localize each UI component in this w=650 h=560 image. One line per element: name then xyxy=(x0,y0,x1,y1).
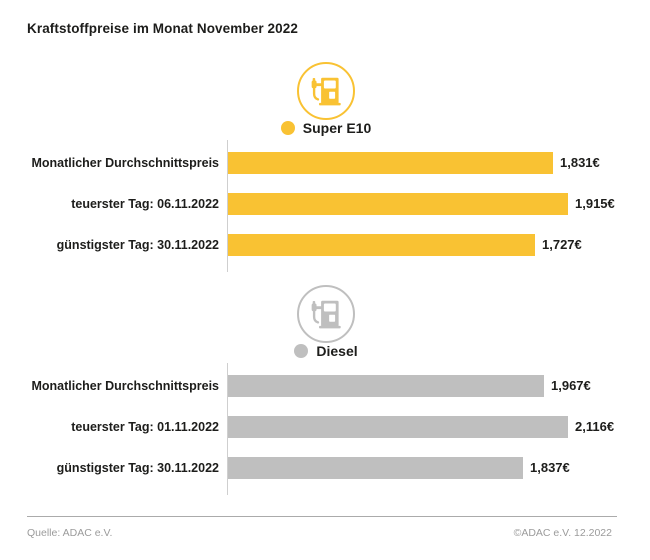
bar xyxy=(228,375,544,397)
legend-label: Super E10 xyxy=(302,120,372,136)
chart-row: teuerster Tag: 06.11.2022 1,915€ xyxy=(0,193,650,215)
value-label: 1,831€ xyxy=(560,155,600,170)
chart-row: teuerster Tag: 01.11.2022 2,116€ xyxy=(0,416,650,438)
fuel-pump-icon xyxy=(297,285,355,343)
page-title: Kraftstoffpreise im Monat November 2022 xyxy=(27,21,298,36)
footer-divider xyxy=(27,516,617,517)
axis-line xyxy=(227,363,228,495)
legend-dot xyxy=(280,121,295,135)
row-label: günstigster Tag: 30.11.2022 xyxy=(56,461,219,475)
legend-dot xyxy=(294,344,309,358)
bar xyxy=(228,152,553,174)
value-label: 1,727€ xyxy=(542,237,582,252)
bar xyxy=(228,416,568,438)
fuel-pump-icon xyxy=(297,62,355,120)
legend: Super E10 xyxy=(226,119,426,137)
chart-row: günstigster Tag: 30.11.2022 1,837€ xyxy=(0,457,650,479)
bar xyxy=(228,457,523,479)
chart-row: Monatlicher Durchschnittspreis 1,967€ xyxy=(0,375,650,397)
footer-source: Quelle: ADAC e.V. xyxy=(27,527,113,539)
value-label: 1,915€ xyxy=(575,196,615,211)
legend: Diesel xyxy=(226,342,426,360)
bar xyxy=(228,234,535,256)
value-label: 1,967€ xyxy=(551,378,591,393)
chart-row: günstigster Tag: 30.11.2022 1,727€ xyxy=(0,234,650,256)
axis-line xyxy=(227,140,228,272)
row-label: Monatlicher Durchschnittspreis xyxy=(31,156,219,170)
row-label: günstigster Tag: 30.11.2022 xyxy=(56,238,219,252)
chart-row: Monatlicher Durchschnittspreis 1,831€ xyxy=(0,152,650,174)
bar xyxy=(228,193,568,215)
row-label: teuerster Tag: 01.11.2022 xyxy=(71,420,219,434)
value-label: 1,837€ xyxy=(530,460,570,475)
section-diesel: Diesel Monatlicher Durchschnittspreis 1,9… xyxy=(0,285,650,515)
footer-copyright: ©ADAC e.V. 12.2022 xyxy=(513,527,612,539)
row-label: teuerster Tag: 06.11.2022 xyxy=(71,197,219,211)
value-label: 2,116€ xyxy=(575,419,615,434)
rows: Monatlicher Durchschnittspreis 1,831€ teue… xyxy=(0,62,650,292)
rows: Monatlicher Durchschnittspreis 1,967€ teue… xyxy=(0,285,650,515)
row-label: Monatlicher Durchschnittspreis xyxy=(31,379,219,393)
legend-label: Diesel xyxy=(316,343,358,359)
section-super-e10: Super E10 Monatlicher Durchschnittspreis… xyxy=(0,62,650,292)
